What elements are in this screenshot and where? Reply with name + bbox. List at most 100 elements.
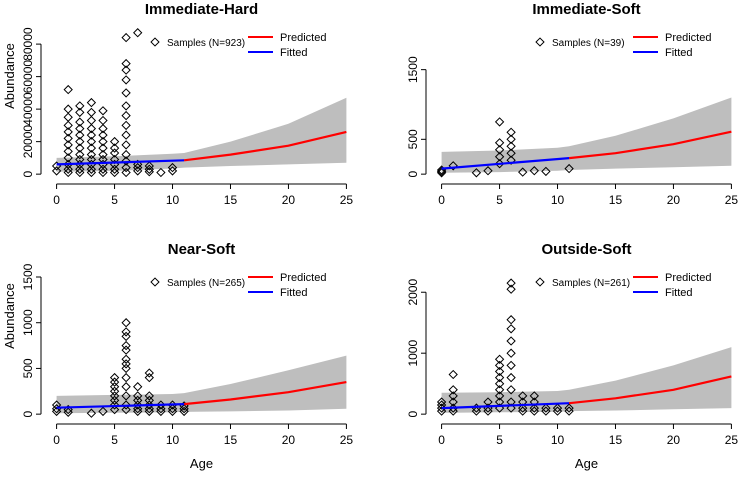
x-tick-label: 15 (224, 433, 238, 447)
sample-point (121, 382, 131, 392)
predicted-line (568, 130, 732, 160)
sample-point (86, 123, 97, 134)
sample-point (529, 406, 539, 416)
sample-point (133, 406, 143, 417)
fitted-line (56, 159, 185, 166)
fitted-line (441, 157, 570, 170)
panel-title: Immediate-Hard (145, 1, 258, 18)
sample-point (98, 154, 108, 165)
panel-2: 0 5 10 15 20 25 0 500 1500 Immediate-Soft Samples … (406, 1, 738, 207)
sample-points (51, 28, 178, 178)
sample-point (63, 159, 73, 170)
sample-point (75, 159, 85, 170)
sample-point (436, 168, 447, 178)
sample-point (144, 406, 154, 417)
sample-point (448, 403, 458, 413)
legend-samples-marker (535, 277, 545, 287)
sample-point (506, 127, 516, 137)
sample-point (448, 385, 458, 395)
predicted-line (183, 130, 347, 162)
sample-point (494, 138, 505, 148)
y-tick-label: 0 (406, 410, 420, 417)
sample-point (494, 152, 505, 162)
y-axis: 0 500 1500 (406, 56, 427, 177)
sample-point (86, 143, 97, 153)
sample-point (121, 340, 131, 351)
y-tick-label: 2000 (406, 279, 420, 306)
y-tick-label: 1500 (406, 56, 420, 83)
x-axis: 0 5 10 15 20 25 (53, 183, 353, 207)
sample-point (448, 369, 458, 380)
y-tick-label: 1000 (406, 340, 420, 367)
sample-point (494, 366, 505, 377)
confidence-band (56, 97, 347, 172)
sample-point (167, 162, 178, 173)
y-tick-label: 0 (406, 170, 420, 177)
legend-predicted-label: Predicted (280, 32, 326, 44)
sample-point (448, 406, 458, 416)
sample-point (121, 110, 131, 121)
sample-point (86, 136, 97, 147)
sample-point (483, 397, 493, 407)
x-tick-label: 0 (53, 193, 60, 207)
y-tick-label: 0 (21, 170, 35, 177)
sample-point (506, 134, 516, 144)
sample-point (109, 164, 120, 174)
x-tick-label: 10 (166, 193, 180, 207)
sample-point (75, 154, 85, 165)
x-tick-label: 25 (340, 433, 354, 447)
sample-point (51, 166, 62, 176)
sample-point (121, 354, 131, 364)
panel-title: Outside-Soft (542, 241, 632, 258)
legend-samples-label: Samples (N=265) (167, 278, 245, 289)
sample-point (448, 391, 458, 401)
sample-point (541, 403, 551, 413)
x-tick-label: 10 (551, 193, 565, 207)
y-tick-label: 40000 (21, 92, 35, 126)
x-tick-label: 20 (282, 433, 296, 447)
legend-samples-marker (150, 37, 160, 47)
x-tick-label: 0 (438, 193, 445, 207)
fitted-line (56, 403, 185, 409)
sample-point (179, 406, 189, 417)
sample-point (121, 391, 131, 401)
sample-point (179, 404, 189, 414)
sample-point (121, 120, 131, 131)
x-tick-label: 20 (282, 193, 296, 207)
sample-point (144, 161, 154, 171)
sample-point (109, 136, 120, 147)
sample-point (109, 372, 120, 383)
legend-predicted-label: Predicted (665, 32, 711, 44)
y-tick-label: 500 (21, 358, 35, 378)
sample-point (63, 146, 73, 157)
sample-point (121, 75, 131, 85)
sample-point (483, 166, 493, 176)
sample-point (121, 162, 131, 173)
x-tick-label: 15 (609, 433, 623, 447)
sample-point (156, 406, 166, 417)
legend-samples-marker (150, 277, 160, 287)
sample-point (63, 112, 73, 122)
sample-point (121, 101, 131, 111)
sample-point (86, 130, 97, 140)
y-tick-label: 60000 (21, 60, 35, 94)
sample-point (436, 397, 447, 407)
x-tick-label: 0 (438, 433, 445, 447)
sample-point (98, 149, 108, 160)
sample-point (494, 372, 505, 383)
sample-point (121, 149, 131, 160)
sample-point (121, 372, 131, 383)
sample-point (121, 318, 131, 328)
confidence-band (441, 347, 732, 413)
y-tick-label: 1500 (21, 263, 35, 290)
sample-point (63, 153, 73, 163)
sample-point (75, 130, 85, 140)
legend: Samples (N=261) Predicted Fitted (535, 272, 711, 299)
sample-point (98, 136, 108, 147)
sample-point (541, 166, 551, 177)
sample-point (109, 148, 120, 158)
x-tick-label: 10 (166, 433, 180, 447)
sample-point (98, 130, 108, 140)
